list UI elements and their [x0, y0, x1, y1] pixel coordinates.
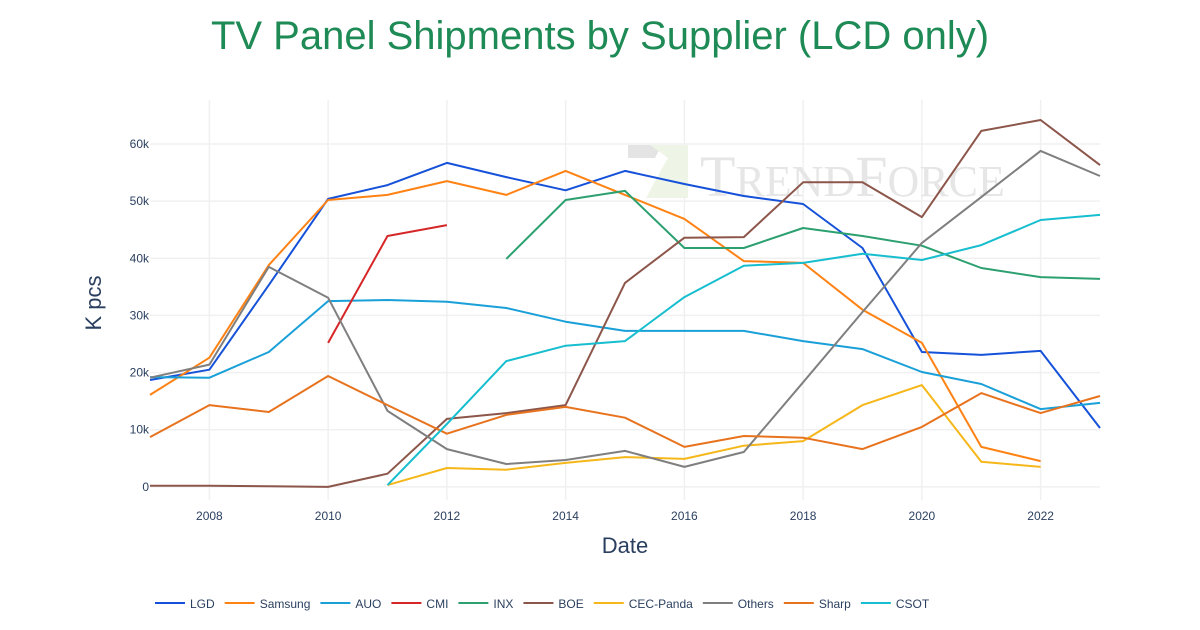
series-line-sharp	[149, 375, 1101, 451]
series-line-cec-panda	[387, 384, 1041, 487]
x-axis-ticks: 2008 2010 2012 2014 2016 2018 2020 2022	[196, 509, 1054, 523]
y-axis-label: K pcs	[81, 275, 106, 330]
y-tick-label: 0	[142, 480, 149, 494]
legend-item-lgd[interactable]: LGD	[155, 597, 215, 611]
legend-item-boe[interactable]: BOE	[523, 597, 584, 611]
legend-item-others[interactable]: Others	[702, 597, 774, 611]
legend: LGD Samsung AUO CMI INX BOE CEC-Panda Others Sha…	[155, 597, 930, 611]
series-line-cmi	[327, 224, 448, 344]
legend-label: BOE	[558, 597, 583, 611]
legend-item-inx[interactable]: INX	[458, 597, 513, 611]
legend-item-samsung[interactable]: Samsung	[224, 597, 311, 611]
series-lines	[149, 119, 1101, 488]
x-tick-label: 2022	[1027, 509, 1054, 523]
series-line-csot	[386, 213, 1101, 486]
legend-label: CEC-Panda	[629, 597, 693, 611]
legend-item-csot[interactable]: CSOT	[860, 597, 930, 611]
series-line-inx	[505, 189, 1101, 280]
x-tick-label: 2018	[790, 509, 817, 523]
series-line-others	[149, 149, 1101, 468]
series-line-lgd	[149, 161, 1101, 429]
y-tick-label: 50k	[130, 194, 150, 208]
legend-item-cec-panda[interactable]: CEC-Panda	[593, 597, 693, 611]
y-tick-label: 60k	[130, 137, 150, 151]
legend-label: LGD	[190, 597, 215, 611]
watermark-logo-mark-green	[646, 145, 688, 198]
y-tick-label: 10k	[130, 423, 150, 437]
x-tick-label: 2010	[315, 509, 342, 523]
svg-text:TRENDFORCE: TRENDFORCE	[700, 144, 1005, 209]
legend-label: AUO	[355, 597, 381, 611]
legend-item-cmi[interactable]: CMI	[391, 597, 448, 611]
legend-label: CMI	[426, 597, 448, 611]
legend-label: Samsung	[260, 597, 311, 611]
legend-label: Others	[738, 597, 774, 611]
x-tick-label: 2014	[552, 509, 579, 523]
x-tick-label: 2016	[671, 509, 698, 523]
legend-item-auo[interactable]: AUO	[320, 597, 381, 611]
y-tick-label: 40k	[130, 251, 150, 265]
series-line-samsung	[149, 169, 1041, 463]
x-tick-label: 2012	[434, 509, 461, 523]
legend-label: Sharp	[819, 597, 851, 611]
series-line-auo	[149, 299, 1101, 411]
x-axis-label: Date	[602, 533, 648, 558]
legend-item-sharp[interactable]: Sharp	[783, 597, 851, 611]
y-tick-label: 30k	[130, 308, 150, 322]
watermark-logo-mark	[628, 145, 662, 158]
legend-label: CSOT	[896, 597, 930, 611]
chart-title: TV Panel Shipments by Supplier (LCD only…	[210, 14, 990, 58]
y-axis-ticks: 0 10k 20k 30k 40k 50k 60k	[130, 137, 150, 494]
legend-label: INX	[493, 597, 513, 611]
x-tick-label: 2008	[196, 509, 223, 523]
x-tick-label: 2020	[909, 509, 936, 523]
series-line-boe	[150, 119, 1101, 488]
y-tick-label: 20k	[130, 366, 150, 380]
